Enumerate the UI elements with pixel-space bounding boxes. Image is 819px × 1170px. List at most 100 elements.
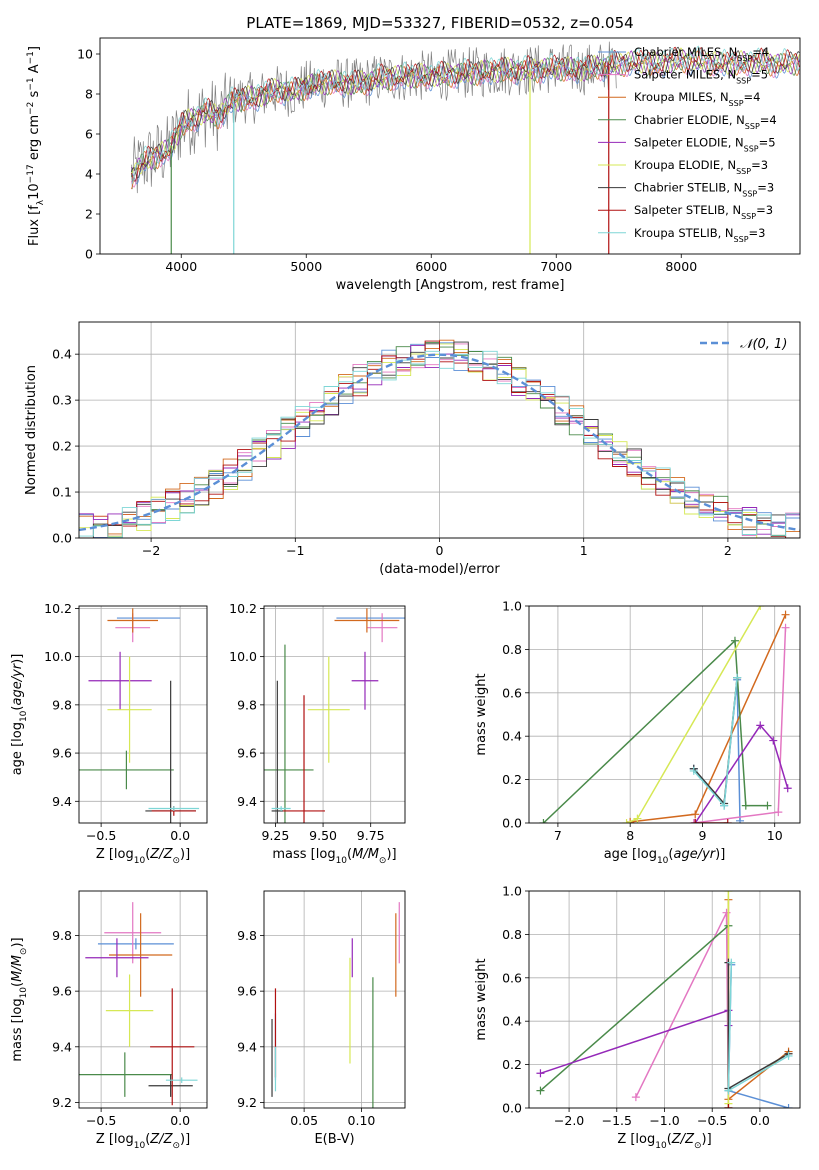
y-tick-label: 9.4 xyxy=(237,1039,257,1054)
y-tick-label: 0.6 xyxy=(502,970,522,985)
legend: Chabrier MILES, NSSP=4 Salpeter MILES, NS… xyxy=(598,45,777,243)
y-tick-label: 0.2 xyxy=(52,439,72,454)
x-tick-label: −1.5 xyxy=(602,1113,632,1128)
y-tick-label: 1.0 xyxy=(502,599,522,614)
observed-spectrum xyxy=(130,41,617,194)
y-axis-label: Flux [fλ10−17 erg cm−2 s−1 A−1] xyxy=(26,46,46,246)
plot-area xyxy=(539,606,792,823)
chart-age_vs_mass: 9.25 9.50 9.75 9.4 9.6 9.8 10.0 10.2 mass [log10… xyxy=(229,601,406,866)
figure-title: PLATE=1869, MJD=53327, FIBERID=0532, z=0… xyxy=(246,14,633,32)
y-axis-label: age [log10(age/yr)] xyxy=(10,654,29,776)
series-marker-chabrier-elodie xyxy=(536,1086,545,1095)
y-tick-label: 9.8 xyxy=(237,697,257,712)
series-marker-chabrier-elodie xyxy=(730,636,739,645)
x-tick-label: 8 xyxy=(626,828,634,843)
histogram-kroupa-stelib xyxy=(79,350,800,538)
chart-mass_vs_Z: −0.5 0.0 9.2 9.4 9.6 9.8 Z [log10(Z/Z⊙)] mass [… xyxy=(10,890,208,1151)
x-tick-label: −2.0 xyxy=(554,1113,584,1128)
x-tick-label: 0.0 xyxy=(170,828,190,843)
y-tick-label: 0.8 xyxy=(502,927,522,942)
x-tick-label: 5000 xyxy=(290,259,322,274)
x-tick-label: 1 xyxy=(580,543,588,558)
series-line-chabrier-elodie xyxy=(542,639,768,823)
x-axis-label: Z [log10(Z/Z⊙)] xyxy=(96,1132,190,1151)
x-tick-label: 0 xyxy=(436,543,444,558)
y-tick-label: 6 xyxy=(85,127,93,142)
y-tick-label: 0.2 xyxy=(502,1057,522,1072)
x-tick-label: −2 xyxy=(142,543,160,558)
x-tick-label: −1.0 xyxy=(649,1113,679,1128)
series-marker-chabrier-elodie xyxy=(741,801,750,810)
x-tick-label: 0.05 xyxy=(290,1113,318,1128)
y-axis-label: mass weight xyxy=(474,673,489,755)
legend-entry: Salpeter ELODIE, NSSP=5 xyxy=(634,135,776,153)
y-tick-label: 1.0 xyxy=(502,884,522,899)
y-tick-label: 9.8 xyxy=(237,928,257,943)
y-tick-label: 0 xyxy=(85,247,93,262)
x-tick-label: −0.5 xyxy=(86,828,116,843)
y-tick-label: 9.4 xyxy=(237,794,257,809)
x-tick-label: −0.5 xyxy=(697,1113,727,1128)
axes-frame xyxy=(528,605,801,824)
y-axis-label: mass weight xyxy=(474,958,489,1040)
grid xyxy=(79,891,207,1108)
y-tick-label: 0.6 xyxy=(502,685,522,700)
plot-area xyxy=(271,902,400,1108)
series-marker-kroupa-elodie xyxy=(622,819,631,823)
x-tick-label: 4000 xyxy=(165,259,197,274)
x-axis-label: E(B-V) xyxy=(314,1132,354,1147)
y-tick-label: 0.4 xyxy=(502,729,522,744)
axes-frame xyxy=(263,890,406,1109)
y-tick-label: 9.2 xyxy=(52,1095,72,1110)
axes-frame xyxy=(78,321,801,539)
axes-frame xyxy=(263,605,406,824)
series-marker-kroupa-stelib xyxy=(720,801,729,810)
y-tick-label: 9.6 xyxy=(237,984,257,999)
x-axis-label: Z [log10(Z/Z⊙)] xyxy=(617,1132,711,1151)
y-tick-label: 10.2 xyxy=(44,601,72,616)
y-tick-label: 9.4 xyxy=(52,1039,72,1054)
y-tick-label: 9.4 xyxy=(52,794,72,809)
series-marker-salpeter-elodie xyxy=(769,736,778,745)
y-tick-label: 10.0 xyxy=(44,649,72,664)
axes-frame xyxy=(528,890,801,1109)
legend-entry: Chabrier ELODIE, NSSP=4 xyxy=(634,113,777,131)
y-tick-label: 2 xyxy=(85,207,93,222)
legend-entry: Salpeter MILES, NSSP=5 xyxy=(634,68,768,86)
series-marker-salpeter-stelib xyxy=(723,819,732,823)
x-tick-label: 2 xyxy=(724,543,732,558)
y-axis-label: mass [log10(M/M⊙)] xyxy=(10,937,29,1061)
y-axis-label: Normed distribution xyxy=(24,365,39,495)
y-tick-label: 9.6 xyxy=(237,746,257,761)
y-tick-label: 0.2 xyxy=(502,772,522,787)
x-axis-label: age [log10(age/yr)] xyxy=(604,847,726,866)
x-tick-label: −1 xyxy=(286,543,304,558)
series-marker-kroupa-stelib xyxy=(727,958,736,967)
chart-spectrum: 4000 5000 6000 7000 8000 0 2 4 6 8 10 Chabrier MILE… xyxy=(26,37,801,293)
y-tick-label: 10.0 xyxy=(229,649,257,664)
plot-area xyxy=(79,608,200,823)
series-marker-salpeter-miles xyxy=(631,1093,640,1102)
series-marker-kroupa-elodie xyxy=(633,814,642,823)
x-tick-label: 10 xyxy=(767,828,783,843)
series-marker-salpeter-miles xyxy=(722,908,731,917)
grid xyxy=(264,891,405,1108)
x-axis-label: mass [log10(M/M⊙)] xyxy=(272,847,396,866)
series-marker-kroupa-stelib xyxy=(733,673,742,682)
y-tick-label: 0.0 xyxy=(52,531,72,546)
x-axis-label: (data-model)/error xyxy=(379,562,500,577)
series-marker-chabrier-elodie xyxy=(763,801,772,810)
y-tick-label: 9.6 xyxy=(52,746,72,761)
series-marker-salpeter-elodie xyxy=(536,1069,545,1078)
y-tick-label: 0.8 xyxy=(502,642,522,657)
legend-entry: Kroupa STELIB, NSSP=3 xyxy=(634,226,765,244)
y-tick-label: 10.2 xyxy=(229,601,257,616)
plot-area xyxy=(130,41,800,254)
series-marker-kroupa-miles xyxy=(781,610,790,619)
y-tick-label: 9.8 xyxy=(52,928,72,943)
series-marker-kroupa-stelib xyxy=(724,1086,733,1095)
grid xyxy=(264,606,405,823)
series-marker-chabrier-miles xyxy=(736,816,745,823)
